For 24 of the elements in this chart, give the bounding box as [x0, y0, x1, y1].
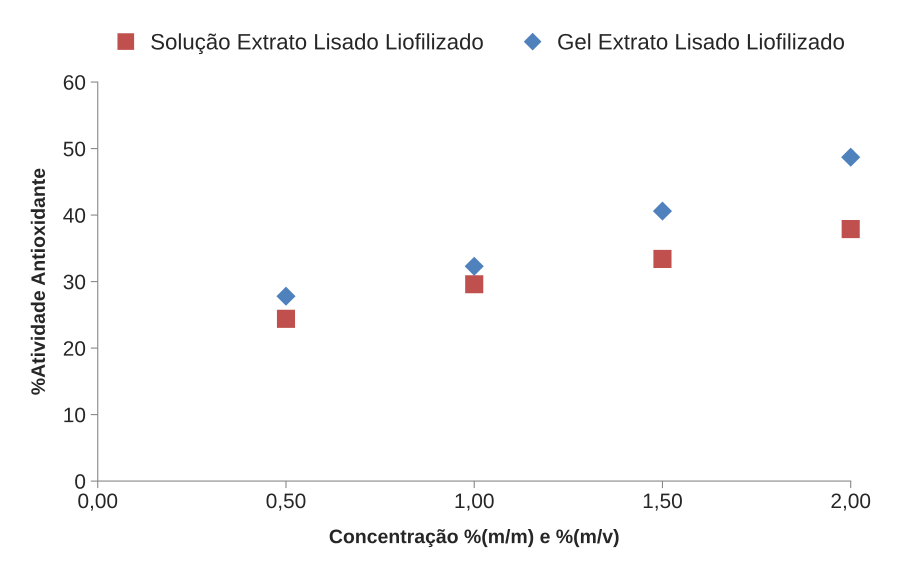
point — [276, 286, 296, 306]
x-tick-label: 0,00 — [78, 493, 118, 511]
x-axis-title: Concentração %(m/m) e %(m/v) — [330, 528, 619, 548]
point — [464, 256, 484, 276]
legend-label: Gel Extrato Lisado Liofilizado — [558, 33, 844, 50]
y-tick-label: 40 — [63, 208, 86, 223]
y-axis-title: %Atividade Antioxidante — [30, 168, 46, 395]
point — [276, 310, 296, 328]
y-tick-label: 30 — [64, 274, 86, 290]
y-tick-label: 20 — [64, 341, 86, 356]
x-tick-label: 1,00 — [456, 493, 494, 511]
legend-label: Solução Extrato Lisado Liofilizado — [151, 33, 483, 54]
x-tick-label: 0,50 — [266, 493, 306, 511]
y-tick-label: 50 — [64, 142, 86, 156]
x-tick-label: 1,50 — [644, 493, 682, 511]
point — [842, 220, 860, 238]
y-tick-label: 60 — [64, 75, 86, 90]
point — [465, 275, 484, 294]
y-tick-label: 0 — [75, 474, 86, 489]
point — [652, 202, 672, 221]
point — [653, 250, 672, 268]
point — [841, 148, 860, 167]
x-tick-label: 2,00 — [831, 493, 870, 511]
y-tick-label: 10 — [64, 408, 86, 422]
